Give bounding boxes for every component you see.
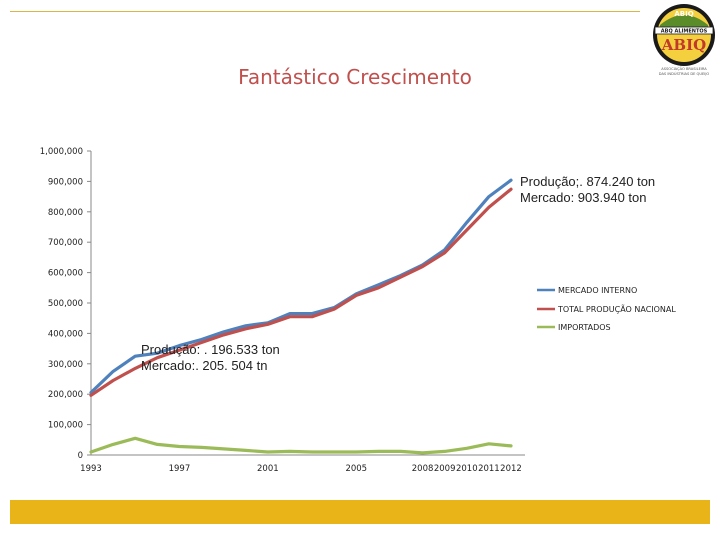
- legend-label: MERCADO INTERNO: [558, 286, 637, 295]
- x-tick-label: 2001: [257, 464, 279, 474]
- y-tick-label: 900,000: [48, 177, 83, 187]
- legend-label: IMPORTADOS: [558, 323, 611, 332]
- y-tick-label: 1,000,000: [40, 147, 83, 157]
- logo-band-text: ABQ ALIMENTOS: [661, 29, 708, 35]
- y-tick-label: 700,000: [48, 238, 83, 248]
- y-tick-label: 400,000: [48, 329, 83, 339]
- top-rule: [10, 11, 640, 12]
- annotation-text: Produção: . 196.533 ton: [141, 342, 280, 357]
- annotation-text: Mercado: 903.940 ton: [520, 190, 646, 205]
- logo-sub-text-2: DAS INDÚSTRIAS DE QUEIJO: [659, 71, 710, 76]
- x-tick-label: 2009: [434, 464, 456, 474]
- series-line-total-produ-o-nacional: [89, 187, 513, 397]
- y-tick-label: 500,000: [48, 299, 83, 309]
- logo-field: [660, 15, 708, 29]
- logo-sub-text-1: ASSOCIAÇÃO BRASILEIRA: [661, 66, 707, 71]
- x-tick-label: 2010: [456, 464, 478, 474]
- y-axis: 0 100,000 200,000 300,000 400,000 500,000 600,…: [40, 147, 92, 461]
- chart-legend: MERCADO INTERNO TOTAL PRODUÇÃO NACIONAL IM…: [537, 286, 676, 332]
- y-tick-label: 0: [78, 451, 83, 461]
- page-title: Fantástico Crescimento: [238, 65, 472, 89]
- annotation-text: Produção;. 874.240 ton: [520, 174, 655, 189]
- logo-band: [654, 26, 714, 35]
- x-tick-label: 1997: [169, 464, 191, 474]
- x-tick-label: 2005: [345, 464, 367, 474]
- x-tick-label: 2012: [500, 464, 522, 474]
- x-tick-label: 2008: [412, 464, 434, 474]
- chart-series: [89, 178, 513, 455]
- abiq-logo: ABIQ ABQ ALIMENTOS ABIQ ASSOCIAÇÃO BRASI…: [653, 4, 715, 76]
- annotation-text: Mercado:. 205. 504 tn: [141, 358, 267, 373]
- logo-top-text: ABIQ: [674, 10, 693, 18]
- logo-main-text: ABIQ: [661, 36, 706, 54]
- x-tick-label: 2011: [478, 464, 500, 474]
- y-tick-label: 200,000: [48, 390, 83, 400]
- y-tick-label: 600,000: [48, 269, 83, 279]
- footer-bar: [10, 500, 710, 524]
- x-axis: 1993 1997 2001 2005 2008 2009 2010 2011 2012: [80, 454, 525, 474]
- y-tick-label: 800,000: [48, 208, 83, 218]
- x-tick-label: 1993: [80, 464, 102, 474]
- legend-label: TOTAL PRODUÇÃO NACIONAL: [557, 304, 676, 314]
- y-tick-label: 300,000: [48, 360, 83, 370]
- series-line-mercado-interno: [89, 178, 513, 395]
- y-tick-label: 100,000: [48, 421, 83, 431]
- series-line-importados: [89, 436, 513, 455]
